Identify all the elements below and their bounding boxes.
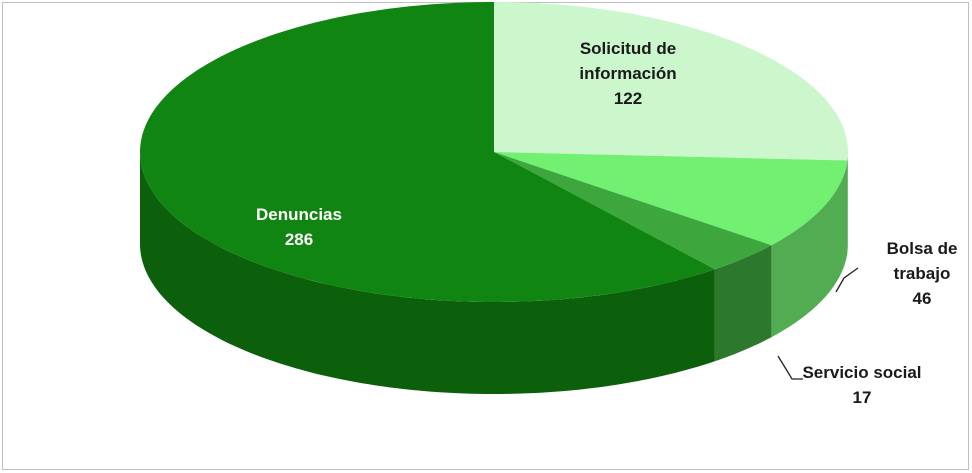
pie-slice-side (140, 152, 715, 394)
slice-category: Bolsa de trabajo (886, 239, 958, 283)
slice-label: Servicio social 17 (787, 360, 937, 410)
pie-slice (140, 2, 715, 302)
slice-category: Denuncias (256, 205, 342, 224)
slice-label: Denuncias 286 (224, 202, 374, 252)
slice-label: Solicitud de información 122 (553, 36, 703, 111)
slice-value: 286 (284, 230, 314, 249)
slice-label: Bolsa de trabajo 46 (872, 236, 972, 311)
slice-category: Solicitud de información (579, 39, 677, 83)
slice-value: 46 (912, 289, 932, 308)
slice-value: 122 (613, 89, 643, 108)
slice-value: 17 (852, 388, 872, 407)
pie-slice (494, 152, 848, 246)
leader-line (777, 355, 803, 380)
pie-slice (494, 2, 848, 161)
pie-slice (494, 152, 772, 270)
pie-slice-side (714, 245, 772, 362)
pie-slice-side (771, 160, 848, 338)
leader-line (835, 267, 859, 293)
pie-slice-side (847, 152, 848, 253)
slice-category: Servicio social (802, 363, 922, 382)
